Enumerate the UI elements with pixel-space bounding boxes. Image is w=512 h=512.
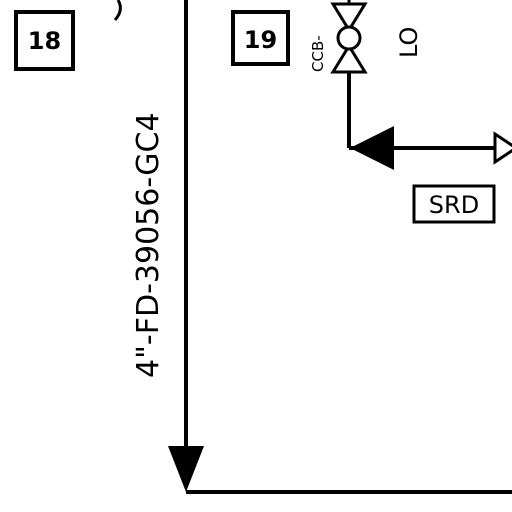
tag-box-18-label: 18 [28,27,61,55]
valve-state-label: LO [395,27,423,58]
flow-arrow-left [350,126,394,170]
open-arrow-right [493,131,512,165]
srd-tag: SRD [412,184,496,224]
srd-label: SRD [429,191,479,219]
tag-box-19: 19 [231,10,290,66]
valve-id-label: CCB- [309,35,327,72]
tag-box-19-label: 19 [244,26,277,54]
tag-box-18: 18 [14,10,75,71]
gate-valve-icon [330,0,368,74]
flow-arrow-down [168,446,204,492]
line-number-label: 4"-FD-39056-GC4 [131,112,166,378]
partial-curve [113,0,122,22]
